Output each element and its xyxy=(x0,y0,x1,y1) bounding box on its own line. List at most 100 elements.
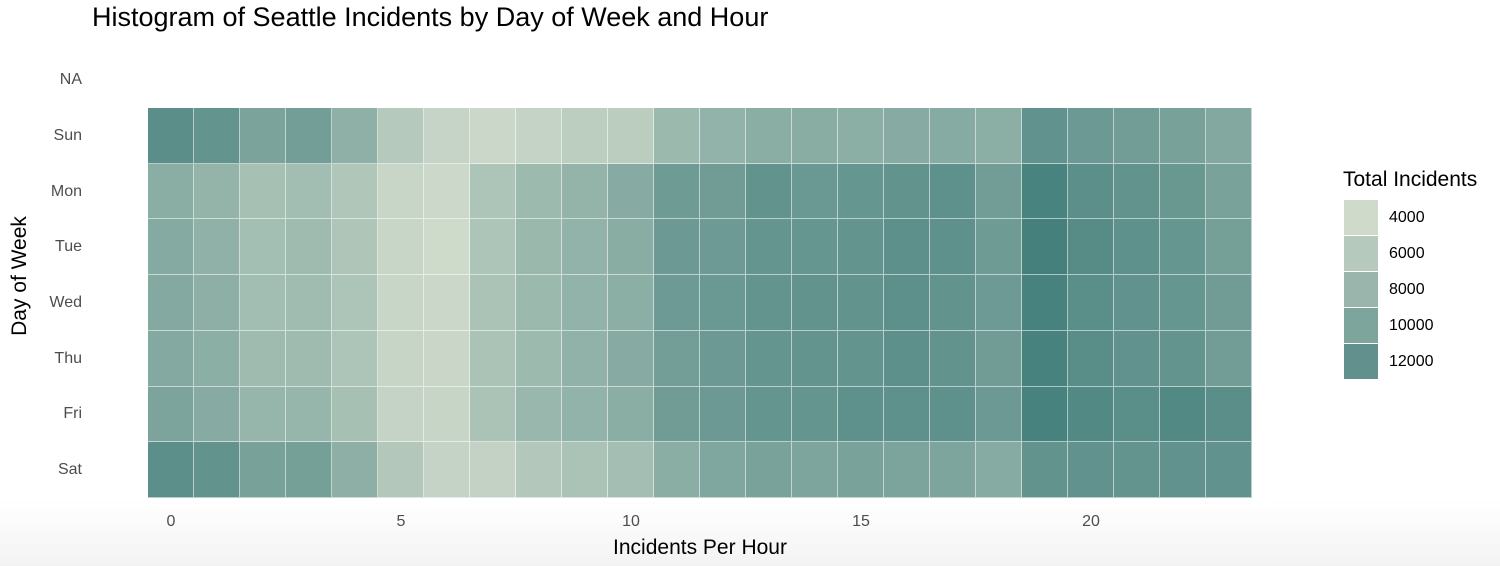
heatmap-cell xyxy=(608,108,654,164)
heatmap-cell xyxy=(608,163,654,220)
heatmap-cell xyxy=(884,163,930,220)
heatmap-cell xyxy=(148,330,194,387)
heatmap-cell xyxy=(286,108,332,164)
heatmap-cell xyxy=(424,386,470,443)
heatmap-cell xyxy=(378,108,424,164)
legend-label: 12000 xyxy=(1389,353,1434,370)
heatmap-cell xyxy=(148,386,194,443)
heatmap-cell xyxy=(378,275,424,331)
heatmap-cell xyxy=(562,442,608,498)
heatmap-cell xyxy=(746,386,792,443)
heatmap-cell xyxy=(1068,219,1114,276)
heatmap-cell xyxy=(148,163,194,220)
heatmap-cell xyxy=(240,330,286,387)
heatmap-cell xyxy=(1022,219,1068,276)
heatmap-cell xyxy=(286,163,332,220)
legend-item: 6000 xyxy=(1343,236,1477,272)
heatmap-cell xyxy=(976,275,1022,331)
heatmap-cell xyxy=(654,275,700,331)
heatmap-cell xyxy=(746,442,792,498)
heatmap-cell xyxy=(194,275,240,331)
heatmap-cell xyxy=(746,275,792,331)
heatmap-cell xyxy=(1160,219,1206,276)
heatmap-cell xyxy=(286,442,332,498)
heatmap-cell xyxy=(470,386,516,443)
heatmap-cell xyxy=(746,219,792,276)
heatmap-cell xyxy=(1206,442,1252,498)
legend-item: 10000 xyxy=(1343,308,1477,344)
heatmap-cell xyxy=(470,219,516,276)
heatmap-cell xyxy=(654,330,700,387)
heatmap-cell xyxy=(516,163,562,220)
heatmap-cell xyxy=(194,163,240,220)
heatmap-cell xyxy=(378,163,424,220)
heatmap-cell xyxy=(930,219,976,276)
heatmap-cell xyxy=(1068,442,1114,498)
legend-item: 4000 xyxy=(1343,200,1477,236)
heatmap-cell xyxy=(470,330,516,387)
heatmap-cell xyxy=(1206,275,1252,331)
heatmap-cell xyxy=(1160,442,1206,498)
heatmap-cell xyxy=(1114,219,1160,276)
x-tick-15: 15 xyxy=(852,513,870,530)
legend-swatch xyxy=(1344,272,1378,308)
heatmap-cell xyxy=(1022,108,1068,164)
heatmap-cell xyxy=(286,219,332,276)
heatmap-cell xyxy=(194,442,240,498)
heatmap-cell xyxy=(884,442,930,498)
heatmap-cell xyxy=(1022,163,1068,220)
heatmap-cell xyxy=(332,386,378,443)
heatmap-cell xyxy=(976,108,1022,164)
heatmap-cell xyxy=(930,108,976,164)
heatmap-cell xyxy=(1206,163,1252,220)
heatmap-cell xyxy=(1160,163,1206,220)
heatmap-cell xyxy=(930,442,976,498)
heatmap-cell xyxy=(286,386,332,443)
heatmap-cell xyxy=(148,442,194,498)
y-tick-fri: Fri xyxy=(63,405,82,423)
legend-item: 8000 xyxy=(1343,272,1477,308)
heatmap-cell xyxy=(516,219,562,276)
legend-items: 4000 6000 8000 10000 12000 xyxy=(1343,200,1477,380)
legend-label: 4000 xyxy=(1389,209,1425,226)
y-tick-sun: Sun xyxy=(53,126,82,144)
heatmap-cell xyxy=(1114,386,1160,443)
heatmap-cell xyxy=(470,275,516,331)
heatmap-cell xyxy=(378,219,424,276)
heatmap-cell xyxy=(1160,386,1206,443)
heatmap-cell xyxy=(654,442,700,498)
heatmap-cell xyxy=(792,275,838,331)
legend-item: 12000 xyxy=(1343,344,1477,380)
heatmap-cell xyxy=(378,330,424,387)
heatmap-cell xyxy=(516,275,562,331)
heatmap-cell xyxy=(700,163,746,220)
heatmap-cell xyxy=(562,386,608,443)
heatmap-cell xyxy=(424,219,470,276)
heatmap-cell xyxy=(884,386,930,443)
heatmap-cell xyxy=(976,442,1022,498)
heatmap-cell xyxy=(700,219,746,276)
heatmap-cell xyxy=(240,442,286,498)
heatmap-cell xyxy=(1068,275,1114,331)
heatmap-cell xyxy=(516,108,562,164)
heatmap-cell xyxy=(930,163,976,220)
heatmap-cell xyxy=(562,330,608,387)
heatmap-cell xyxy=(838,219,884,276)
heatmap-cell xyxy=(1022,275,1068,331)
heatmap-cell xyxy=(1206,108,1252,164)
x-tick-5: 5 xyxy=(396,513,406,530)
heatmap-cell xyxy=(976,330,1022,387)
legend-swatch xyxy=(1344,200,1378,236)
heatmap-cell xyxy=(470,163,516,220)
heatmap-cell xyxy=(746,108,792,164)
legend-label: 10000 xyxy=(1389,317,1434,334)
heatmap-cell xyxy=(1068,108,1114,164)
heatmap-cell xyxy=(562,163,608,220)
heatmap-cell xyxy=(700,386,746,443)
legend-title: Total Incidents xyxy=(1343,168,1478,191)
heatmap-cell xyxy=(332,163,378,220)
y-tick-na: NA xyxy=(59,71,82,89)
heatmap-cell xyxy=(424,108,470,164)
heatmap-cell xyxy=(424,442,470,498)
heatmap-cell xyxy=(746,330,792,387)
